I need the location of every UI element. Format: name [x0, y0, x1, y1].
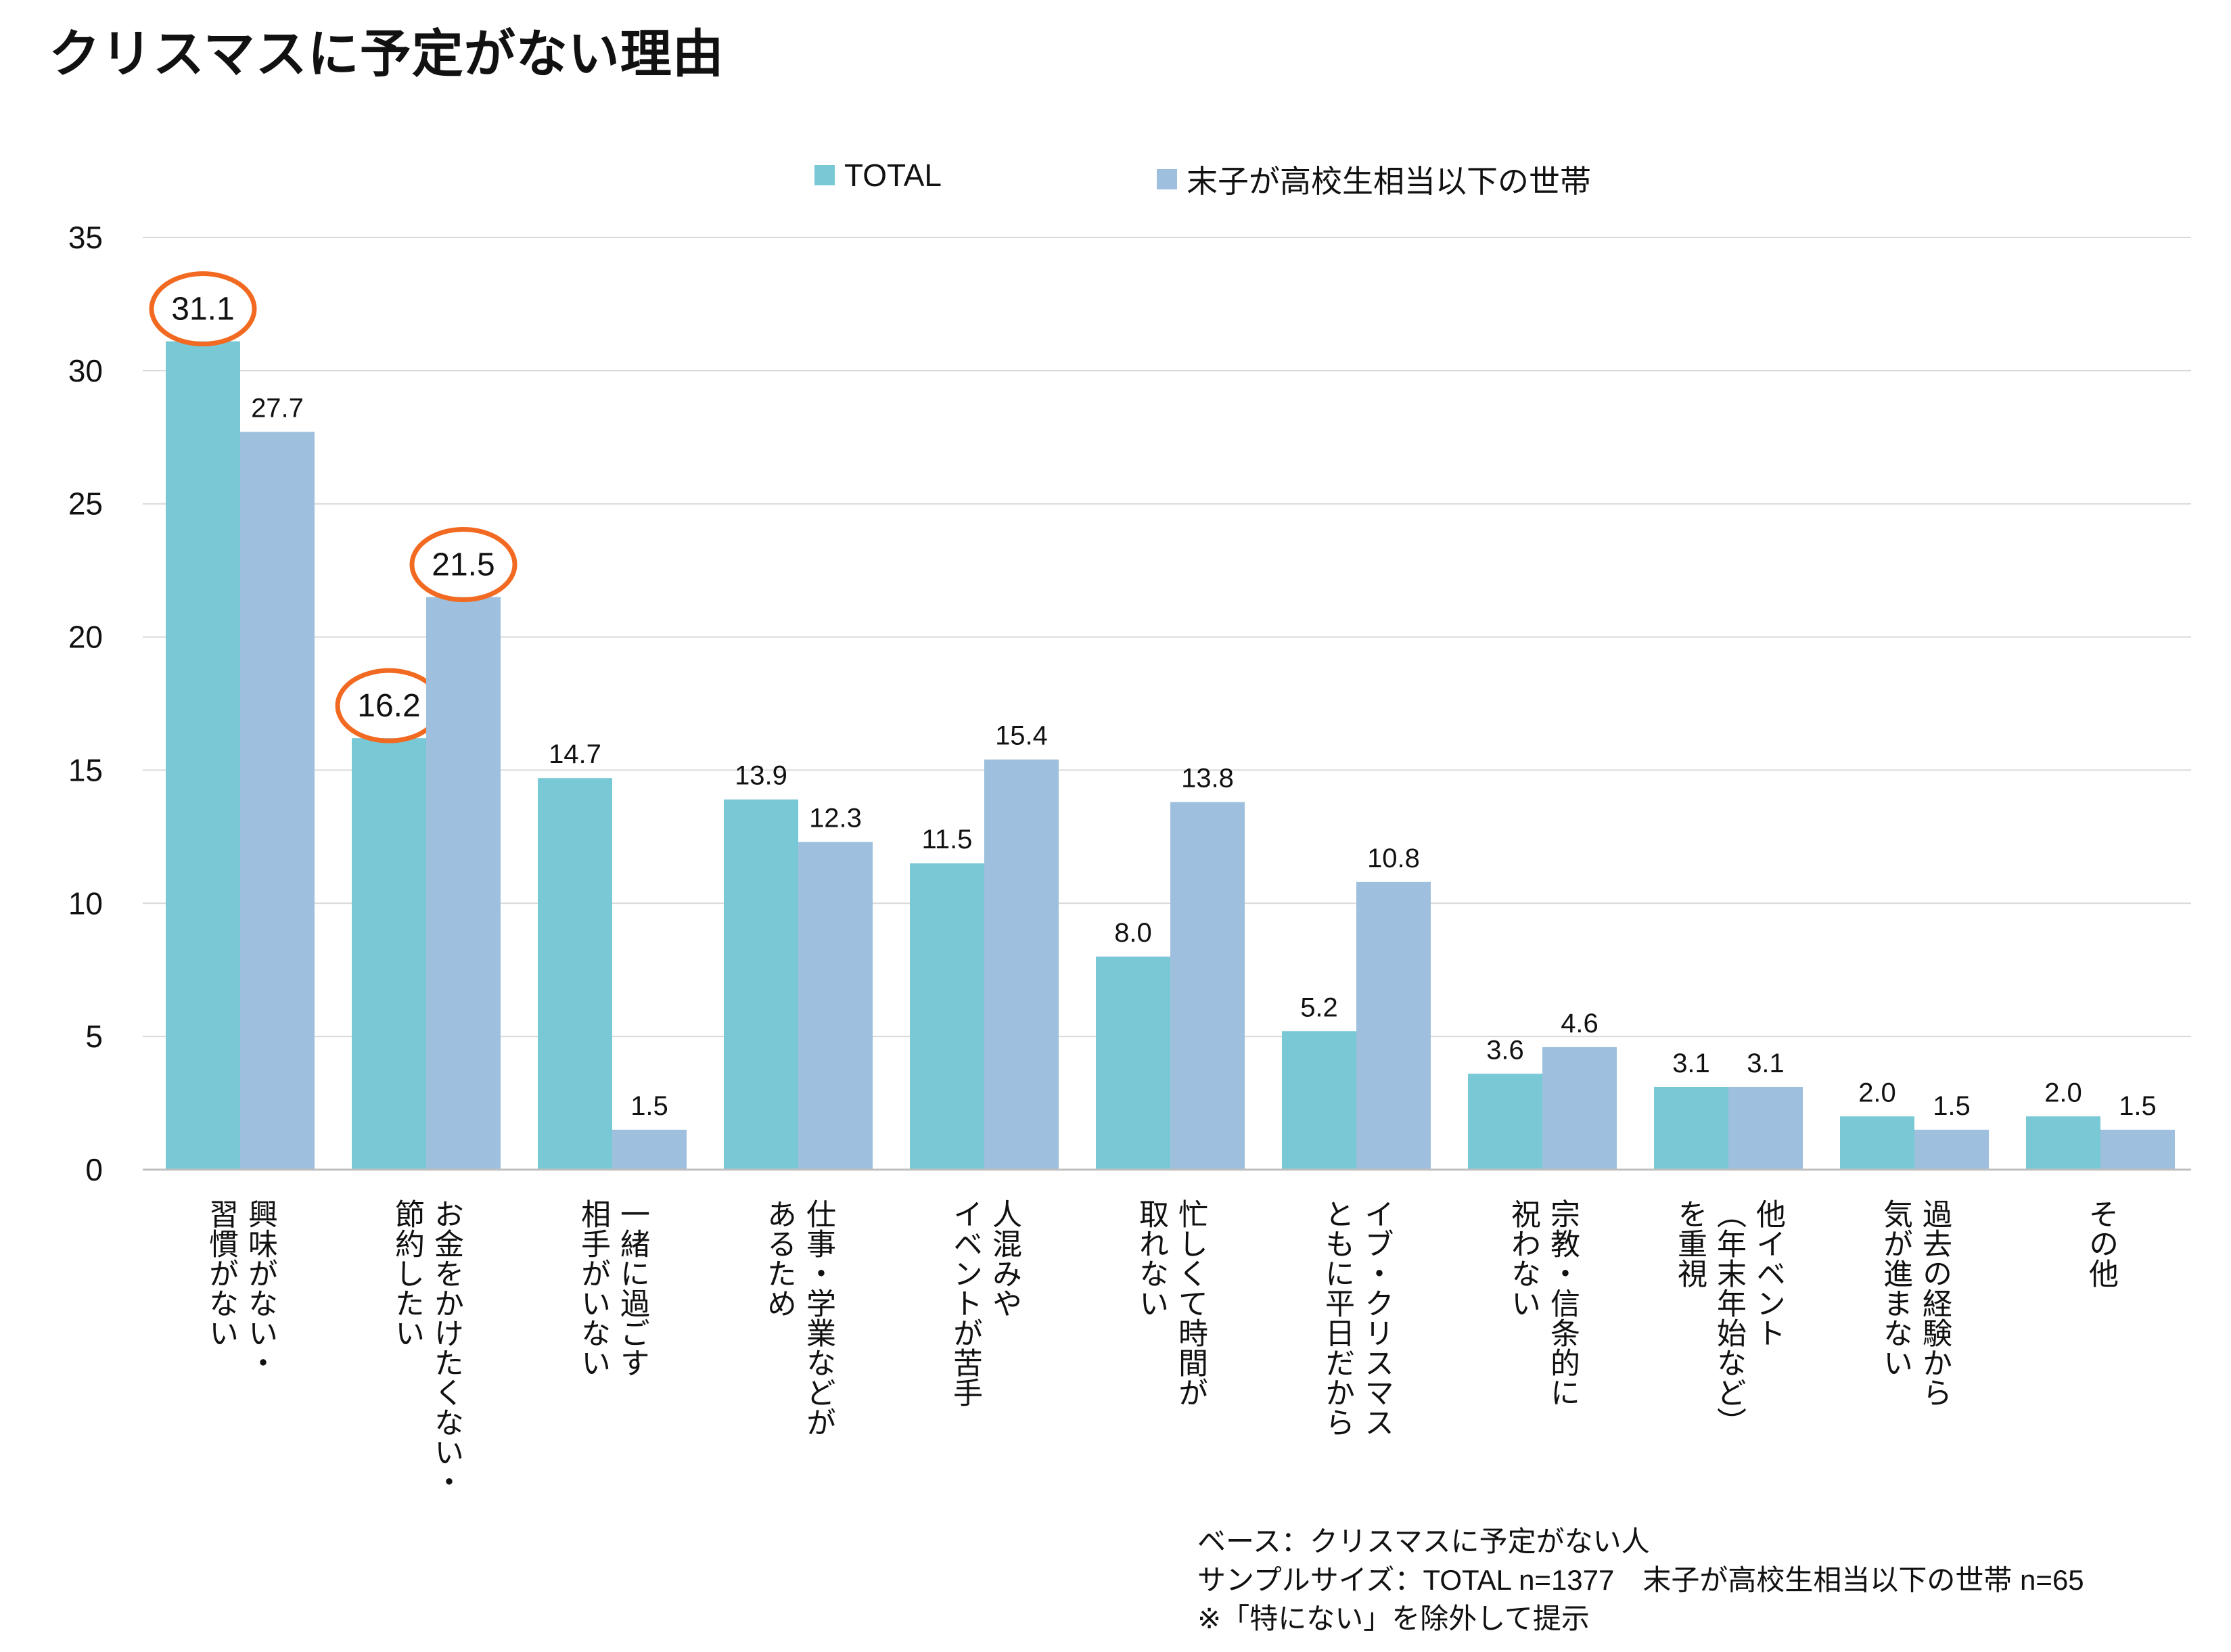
- bar: [1542, 1047, 1617, 1170]
- data-label: 1.5: [2119, 1091, 2157, 1121]
- data-label: 5.2: [1300, 992, 1338, 1022]
- y-tick-label: 0: [85, 1152, 103, 1187]
- category-label-line: イブ・クリスマス: [1360, 1199, 1393, 1437]
- footnote-note: ※「特にない」を除外して提示: [1197, 1603, 1590, 1634]
- data-label: 3.6: [1486, 1035, 1524, 1065]
- category-label-line: お金をかけたくない・: [430, 1199, 463, 1496]
- bar: [1096, 957, 1170, 1170]
- data-label: 10.8: [1367, 844, 1420, 873]
- data-label: 4.6: [1561, 1009, 1598, 1038]
- legend-label-total: TOTAL: [844, 158, 942, 193]
- bar: [538, 778, 612, 1170]
- data-label: 13.8: [1181, 764, 1234, 794]
- data-label: 16.2: [357, 688, 420, 724]
- data-label: 21.5: [432, 547, 495, 583]
- bar: [240, 432, 315, 1170]
- data-label: 15.4: [995, 721, 1048, 751]
- category-label: その他: [2081, 1199, 2120, 1288]
- data-label: 1.5: [1933, 1091, 1971, 1121]
- category-label-line: 忙しくて時間が: [1174, 1199, 1207, 1407]
- highlight-circle: [149, 271, 257, 347]
- category-label-line: ともに平日だから: [1320, 1199, 1354, 1437]
- data-label: 1.5: [630, 1091, 668, 1121]
- category-label: 興味がない・ 習慣がない: [201, 1199, 279, 1377]
- data-label: 3.1: [1672, 1049, 1710, 1078]
- data-label: 11.5: [922, 825, 973, 854]
- bar: [1654, 1086, 1728, 1170]
- category-label-line: （年末年始など）: [1712, 1199, 1745, 1437]
- data-label: 12.3: [809, 804, 862, 833]
- legend-item-household: 末子が高校生相当以下の世帯: [1157, 157, 1591, 202]
- y-tick-label: 35: [68, 220, 103, 255]
- bar: [166, 341, 240, 1170]
- bar: [1914, 1129, 1989, 1170]
- data-label: 3.1: [1747, 1049, 1785, 1078]
- legend-label-household: 末子が高校生相当以下の世帯: [1187, 164, 1591, 199]
- bar: [2026, 1116, 2100, 1170]
- bar: [910, 863, 984, 1170]
- category-label-line: 過去の経験から: [1918, 1199, 1951, 1407]
- category-label-line: 仕事・学業などが: [802, 1199, 835, 1437]
- category-label: 宗教・信条的に 祝わない: [1503, 1199, 1582, 1407]
- data-label: 27.7: [251, 393, 304, 423]
- category-label-line: 相手がいない: [576, 1199, 610, 1377]
- bar: [724, 799, 798, 1170]
- category-label-line: 取れない: [1134, 1199, 1168, 1318]
- y-tick-label: 10: [68, 886, 103, 921]
- category-label: 一緒に過ごす 相手がいない: [573, 1199, 651, 1377]
- bar: [352, 738, 426, 1170]
- data-label: 13.9: [735, 761, 787, 791]
- bar: [426, 597, 501, 1170]
- highlight-circle: [409, 527, 518, 603]
- category-label: イブ・クリスマス ともに平日だから: [1317, 1199, 1396, 1437]
- y-tick-label: 5: [85, 1019, 103, 1054]
- category-label-line: 気が進まない: [1879, 1199, 1912, 1377]
- category-label-line: あるため: [762, 1199, 796, 1318]
- bar: [1170, 802, 1245, 1170]
- data-label: 31.1: [171, 292, 234, 327]
- data-label: 8.0: [1114, 918, 1152, 948]
- data-label: 2.0: [1858, 1078, 1896, 1107]
- legend-swatch-household: [1157, 169, 1177, 189]
- category-label-line: 節約したい: [390, 1199, 423, 1348]
- bar: [1356, 881, 1431, 1170]
- category-label-line: 興味がない・: [244, 1199, 277, 1377]
- legend-item-total: TOTAL: [814, 157, 942, 193]
- category-label: 人混みや イベントが苦手: [945, 1199, 1024, 1407]
- footnote-base: ベース：クリスマスに予定がない人: [1197, 1525, 1650, 1557]
- category-label-line: 人混みや: [988, 1199, 1021, 1318]
- bar: [1840, 1116, 1914, 1170]
- data-label: 2.0: [2044, 1078, 2082, 1107]
- category-label-line: その他: [2084, 1199, 2117, 1288]
- y-tick-label: 15: [68, 752, 103, 787]
- category-label: 過去の経験から 気が進まない: [1875, 1199, 1954, 1407]
- category-label: 忙しくて時間が 取れない: [1131, 1199, 1210, 1407]
- category-label-line: 他イベント: [1751, 1199, 1785, 1348]
- bar: [798, 842, 873, 1170]
- legend-swatch-total: [814, 165, 835, 185]
- category-label: 他イベント （年末年始など） を重視: [1670, 1199, 1787, 1437]
- bar: [612, 1129, 687, 1170]
- category-label-line: を重視: [1673, 1199, 1706, 1288]
- y-tick-label: 30: [68, 353, 103, 388]
- y-tick-label: 25: [68, 486, 103, 522]
- bar: [1282, 1031, 1356, 1170]
- data-label: 14.7: [549, 739, 601, 769]
- category-label: お金をかけたくない・ 節約したい: [387, 1199, 465, 1496]
- category-label-line: 一緒に過ごす: [616, 1199, 649, 1377]
- y-tick-label: 20: [68, 620, 103, 655]
- category-label-line: 習慣がない: [204, 1199, 237, 1348]
- chart-title: クリスマスに予定がない理由: [49, 26, 724, 83]
- category-label: 仕事・学業などが あるため: [759, 1199, 837, 1437]
- bar: [1468, 1074, 1542, 1170]
- bar: [2100, 1129, 2175, 1170]
- category-label-line: 宗教・信条的に: [1546, 1199, 1579, 1407]
- bar: [1728, 1086, 1803, 1170]
- category-label-line: 祝わない: [1506, 1199, 1540, 1318]
- category-label-line: イベントが苦手: [948, 1199, 982, 1407]
- footnote-sample-size: サンプルサイズ：TOTAL n=1377 末子が高校生相当以下の世帯 n=65: [1197, 1564, 2084, 1596]
- bar: [984, 759, 1059, 1170]
